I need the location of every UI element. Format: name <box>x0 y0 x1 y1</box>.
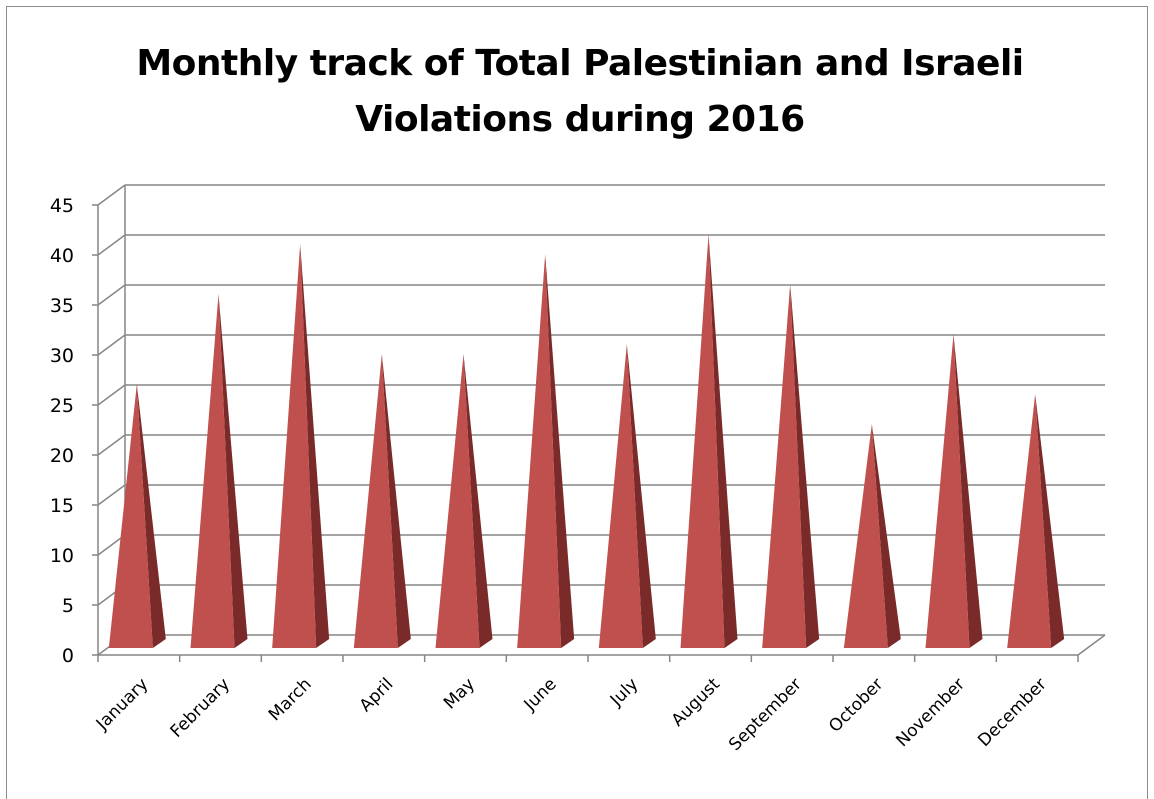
pyramid-side-january <box>136 384 166 648</box>
pyramid-bar-december <box>1007 394 1052 648</box>
x-tick-label: November <box>892 674 969 751</box>
x-tick-label: October <box>825 674 887 736</box>
y-tick-label: 35 <box>50 295 74 317</box>
gridline-connector <box>97 434 126 456</box>
y-tick-label: 15 <box>50 495 74 517</box>
pyramid-side-september <box>790 284 820 648</box>
pyramid-bar-march <box>272 244 317 648</box>
y-tick-label: 45 <box>50 195 74 217</box>
x-tick-label: July <box>606 674 642 710</box>
y-tick-label: 0 <box>62 645 74 667</box>
pyramid-bar-january <box>108 384 153 648</box>
pyramid-side-june <box>545 254 575 648</box>
x-tick-label: September <box>725 674 806 755</box>
pyramid-bar-october <box>843 424 888 648</box>
y-tick-label: 10 <box>50 545 74 567</box>
pyramid-side-february <box>218 294 248 648</box>
x-tick-label: August <box>668 674 724 730</box>
x-tick-label: February <box>167 674 234 741</box>
pyramid-bar-june <box>517 254 562 648</box>
gridline-connector <box>97 234 126 256</box>
pyramid-side-october <box>871 424 901 648</box>
pyramid-side-april <box>381 354 411 648</box>
x-tick-label: April <box>356 674 398 716</box>
x-tick-label: June <box>520 674 561 715</box>
y-tick-label: 5 <box>62 595 74 617</box>
y-tick-label: 40 <box>50 245 74 267</box>
x-tick-label: January <box>92 674 152 734</box>
pyramid-bar-november <box>925 334 970 648</box>
gridline-connector <box>97 334 126 356</box>
pyramid-side-november <box>953 334 983 648</box>
pyramid-bar-april <box>353 354 398 648</box>
x-tick-label: May <box>440 674 479 713</box>
pyramid-side-december <box>1035 394 1065 648</box>
pyramid-side-may <box>463 354 493 648</box>
x-tick-label: March <box>265 674 316 725</box>
pyramid-bar-september <box>762 284 807 648</box>
gridline-connector <box>97 384 126 406</box>
gridline-connector <box>97 184 126 206</box>
y-tick-label: 20 <box>50 445 74 467</box>
chart-title: Monthly track of Total Palestinian and I… <box>136 43 1024 140</box>
y-tick-label: 25 <box>50 395 74 417</box>
gridline-connector <box>97 484 126 506</box>
x-tick-label: December <box>974 674 1050 750</box>
gridline-connector <box>97 284 126 306</box>
pyramid-side-march <box>300 244 330 648</box>
pyramid-side-august <box>708 234 738 648</box>
y-tick-label: 30 <box>50 345 74 367</box>
pyramid-bar-august <box>680 234 725 648</box>
pyramid-bar-july <box>598 344 643 648</box>
pyramid-bar-may <box>435 354 480 648</box>
pyramid-side-july <box>626 344 656 648</box>
floor-right-edge <box>1077 634 1106 656</box>
pyramid-bar-february <box>190 294 235 648</box>
